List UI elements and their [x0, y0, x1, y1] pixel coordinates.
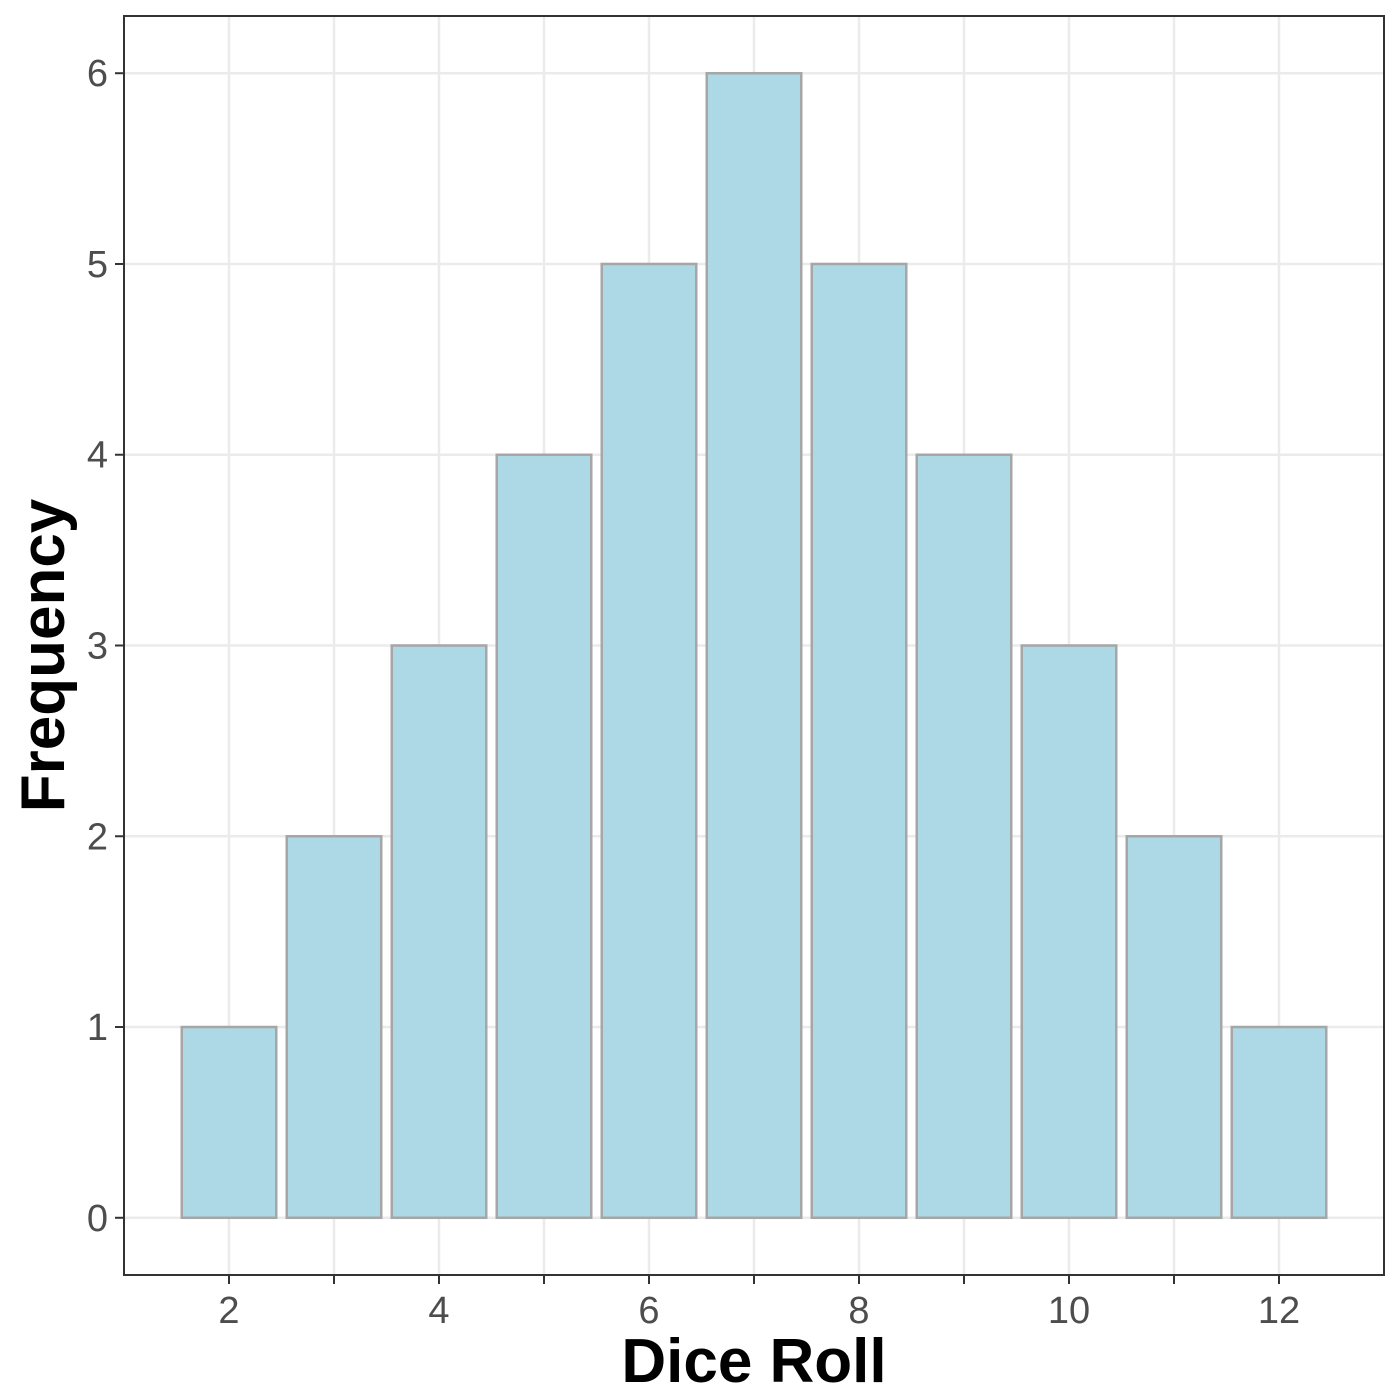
- bar-6: [600, 262, 698, 1220]
- bars: [180, 71, 1328, 1220]
- bar-11: [1125, 835, 1223, 1220]
- y-tick-label: 1: [87, 1007, 108, 1049]
- bar-7: [705, 71, 803, 1220]
- y-tick-label: 6: [87, 53, 108, 95]
- x-axis-title: Dice Roll: [621, 1327, 886, 1396]
- y-tick-label: 3: [87, 626, 108, 668]
- x-tick-label: 10: [1048, 1290, 1090, 1332]
- bar-8: [810, 262, 908, 1220]
- y-axis-title: Frequency: [9, 498, 78, 812]
- y-tick-label: 4: [87, 435, 108, 477]
- bar-5: [495, 453, 593, 1220]
- bar-4: [390, 644, 488, 1220]
- x-tick-label: 4: [428, 1290, 449, 1332]
- x-tick-label: 2: [218, 1290, 239, 1332]
- bar-9: [915, 453, 1013, 1220]
- bar-3: [285, 835, 383, 1220]
- y-tick-label: 0: [87, 1198, 108, 1240]
- y-tick-label: 5: [87, 244, 108, 286]
- x-tick-label: 8: [848, 1290, 869, 1332]
- y-tick-label: 2: [87, 816, 108, 858]
- bar-2: [180, 1025, 278, 1220]
- axis-ticks: [115, 72, 1280, 1284]
- x-tick-label: 6: [638, 1290, 659, 1332]
- bar-10: [1020, 644, 1118, 1220]
- x-tick-label: 12: [1258, 1290, 1300, 1332]
- bar-12: [1230, 1025, 1328, 1220]
